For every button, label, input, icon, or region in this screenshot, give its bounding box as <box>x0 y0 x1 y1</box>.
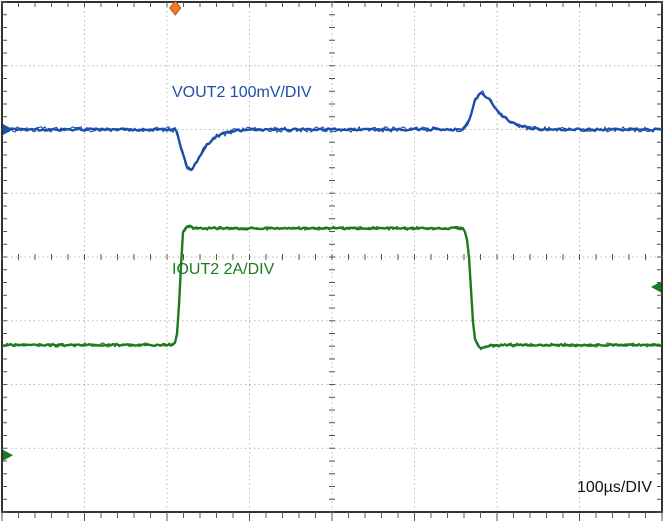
vout2-reference-marker <box>3 124 13 135</box>
trace-iout2 <box>2 225 662 351</box>
waveform-traces <box>2 90 662 351</box>
vout2-scale-label: VOUT2 100mV/DIV <box>172 84 312 101</box>
trace-vout2 <box>2 90 662 172</box>
iout2-zero-marker <box>3 449 13 461</box>
iout2-scale-label: IOUT2 2A/DIV <box>172 261 275 278</box>
timebase-label: 100µs/DIV <box>576 479 652 496</box>
trigger-marker <box>169 0 182 16</box>
channel-markers <box>3 0 661 461</box>
iout2-level-marker <box>651 281 661 293</box>
